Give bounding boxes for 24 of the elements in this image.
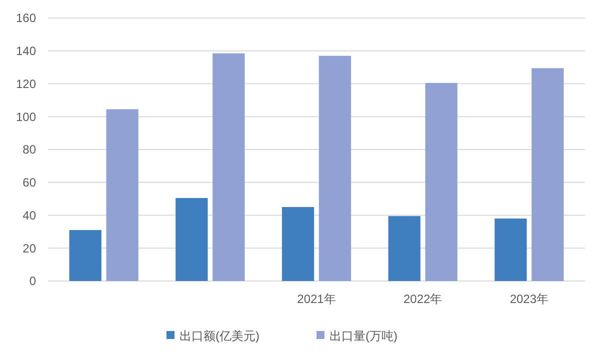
y-tick-label: 0: [29, 274, 36, 288]
legend-label: 出口额(亿美元): [180, 329, 260, 344]
x-tick-label: 2022年: [403, 292, 442, 306]
bar: [176, 198, 208, 281]
y-tick-label: 60: [22, 176, 36, 190]
x-tick-label: 2021年: [297, 292, 336, 306]
bar: [532, 68, 564, 281]
y-tick-label: 20: [22, 241, 36, 256]
y-tick-label: 160: [16, 11, 36, 26]
y-tick-label: 140: [16, 44, 36, 58]
legend-label: 出口量(万吨): [330, 329, 398, 344]
bar: [106, 109, 138, 281]
y-tick-label: 100: [16, 110, 36, 124]
bar: [318, 56, 352, 281]
bar: [494, 218, 527, 281]
y-tick-label: 40: [22, 208, 36, 222]
y-tick-label: 80: [22, 142, 36, 157]
bar: [282, 207, 314, 281]
bar: [212, 53, 245, 281]
bar: [69, 230, 102, 281]
y-tick-label: 120: [16, 76, 36, 91]
x-tick-label: 2023年: [510, 292, 549, 306]
bar: [425, 82, 458, 281]
bar: [388, 216, 420, 281]
